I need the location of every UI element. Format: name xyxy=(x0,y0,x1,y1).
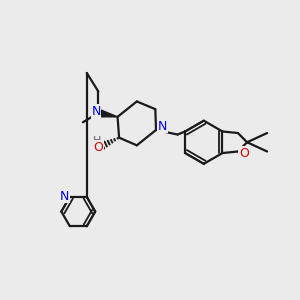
Text: N: N xyxy=(60,190,69,202)
Text: N: N xyxy=(158,120,167,133)
Text: O: O xyxy=(93,141,103,154)
Text: O: O xyxy=(239,146,249,160)
Text: H: H xyxy=(93,136,101,146)
Polygon shape xyxy=(98,109,118,117)
Text: N: N xyxy=(91,105,101,118)
